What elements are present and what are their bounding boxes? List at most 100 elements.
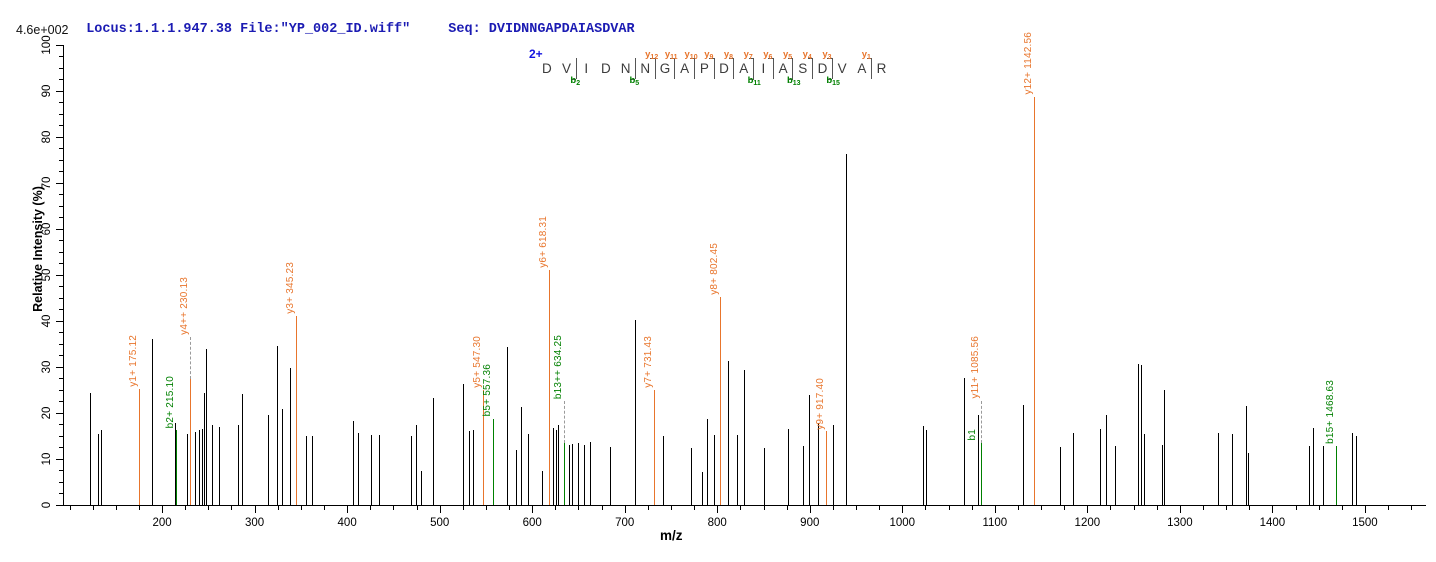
y-tick: [59, 470, 64, 471]
spectrum-peak: [89, 393, 91, 505]
b-cut-arm: [571, 79, 577, 80]
fragment-cut-mark: [772, 58, 774, 79]
spectrum-peak: [706, 418, 708, 505]
x-tick: [647, 505, 649, 510]
x-axis-title: m/z: [660, 528, 683, 543]
fragment-cut-mark: [654, 58, 656, 79]
x-tick: [69, 505, 71, 510]
sequence-text: Seq: DVIDNNGAPDAIASDVAR: [448, 22, 635, 37]
peptide-residue: V: [562, 61, 572, 76]
spectrum-peak: [691, 447, 693, 505]
x-tick-label: 800: [707, 517, 727, 529]
y-tick: [59, 171, 64, 172]
y-cut-arm: [827, 58, 833, 59]
spectrum-peak: [569, 444, 571, 505]
fragment-cut-mark: [674, 58, 676, 79]
fragment-cut-mark: [871, 58, 873, 79]
y-ion-label: y9: [704, 49, 714, 61]
spectrum-peak: [925, 429, 927, 505]
x-tick-label: 200: [152, 517, 172, 529]
y-cut-arm: [866, 58, 872, 59]
y-tick: [56, 366, 64, 368]
x-tick: [1017, 505, 1019, 510]
x-tick-label: 300: [245, 517, 265, 529]
y-ion-label: y7: [743, 49, 753, 61]
fragment-cut-mark: [575, 58, 577, 79]
y-tick-label: 10: [41, 452, 53, 466]
y-tick-label: 40: [41, 314, 53, 328]
max-intensity-label: 4.6e+002: [16, 23, 69, 37]
x-tick: [879, 505, 881, 510]
x-tick: [1156, 505, 1158, 510]
y-tick: [56, 504, 64, 506]
fragment-ion-peak: [139, 389, 141, 505]
precursor-charge-label: 2+: [529, 47, 543, 61]
y-cut-arm: [728, 58, 734, 59]
x-tick: [786, 505, 788, 510]
x-tick: [300, 505, 302, 510]
spectrum-peak: [175, 422, 177, 505]
x-tick-label: 1400: [1259, 517, 1286, 529]
fragment-ion-peak: [176, 430, 178, 505]
y-ion-label: y11: [664, 49, 678, 61]
spectrum-peak: [555, 430, 557, 505]
spectrum-peak: [1218, 432, 1220, 505]
y-tick: [59, 113, 64, 115]
y-tick: [56, 44, 64, 46]
spectrum-peak: [195, 431, 197, 505]
spectrum-peak: [736, 434, 738, 505]
spectrum-peak: [306, 436, 308, 505]
fragment-label-connector: [981, 400, 983, 443]
spectrum-peak: [98, 433, 100, 505]
b-ion-label: b5: [629, 75, 640, 87]
y-tick: [59, 159, 64, 161]
spectrum-peak: [410, 436, 412, 505]
peptide-residue: D: [601, 61, 611, 76]
x-tick: [1295, 505, 1297, 510]
x-tick: [162, 505, 164, 513]
spectrum-peak: [1060, 446, 1062, 505]
x-tick: [1364, 505, 1366, 513]
fragment-cut-mark: [792, 58, 794, 79]
spectrum-peak: [379, 435, 381, 505]
spectrum-peak: [832, 424, 834, 505]
x-tick: [601, 505, 603, 510]
y-tick: [59, 493, 64, 494]
y-ion-label: y5: [782, 49, 793, 61]
spectrum-peak: [1248, 452, 1250, 505]
x-tick: [532, 505, 534, 513]
spectrum-peak: [1072, 433, 1074, 505]
b-ion-label: b13: [786, 75, 801, 87]
y-tick: [59, 205, 64, 207]
spectrum-peak: [290, 367, 292, 505]
spectrum-peak: [817, 423, 819, 505]
x-tick: [1110, 505, 1112, 510]
fragment-ion-peak: [653, 389, 655, 505]
spectrum-peak: [371, 435, 373, 505]
peptide-residue: N: [620, 61, 631, 76]
y-tick: [56, 412, 64, 414]
x-tick: [231, 505, 233, 510]
spectrum-peak: [728, 361, 730, 505]
y-ion-peak-label: y7+ 731.43: [642, 335, 654, 388]
x-tick: [509, 505, 511, 510]
x-tick: [347, 505, 349, 513]
y-tick: [59, 424, 64, 425]
spectrum-peak: [1232, 433, 1234, 505]
x-tick: [1087, 505, 1089, 513]
spectrum-peak: [311, 435, 313, 505]
fragment-label-connector: [563, 400, 565, 443]
spectrum-peak: [212, 425, 214, 505]
spectrum-peak: [421, 471, 423, 505]
x-tick: [485, 505, 487, 510]
y-tick-label: 50: [41, 268, 53, 282]
fragment-ion-peak: [483, 390, 485, 505]
y-tick: [59, 56, 64, 57]
